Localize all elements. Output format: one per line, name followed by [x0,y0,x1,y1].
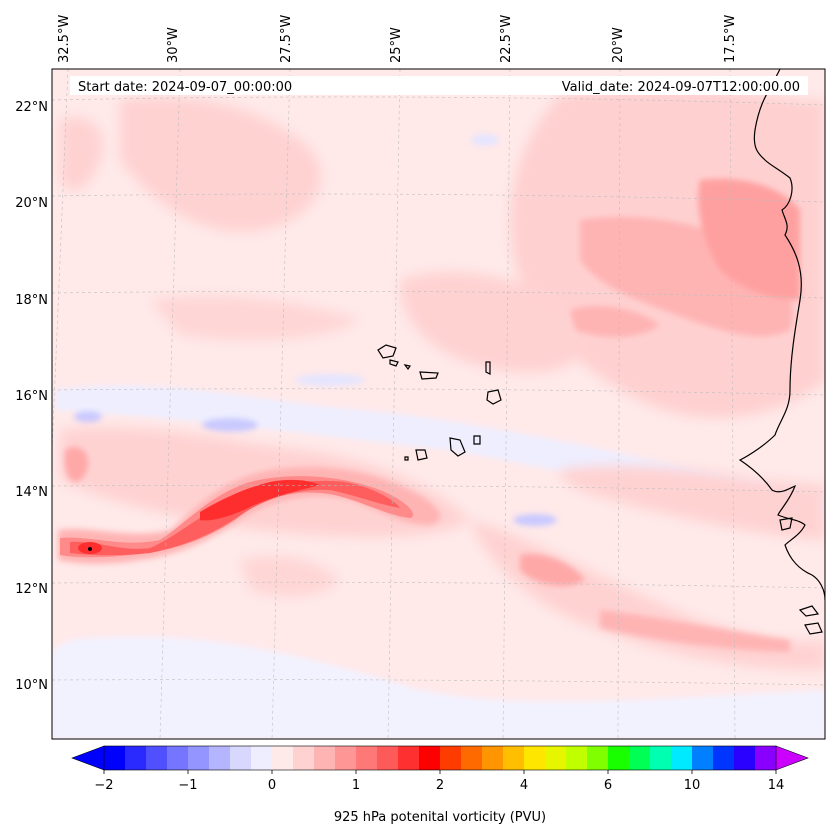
map-panel [52,69,825,739]
colorbar-cell [461,746,483,770]
colorbar-cell [188,746,210,770]
pv-filament [58,466,441,564]
colorbar-cell [125,746,147,770]
colorbar-cell [629,746,651,770]
colorbar-cell [419,746,441,770]
colorbar-cell [440,746,462,770]
valid-date-text: Valid_date: 2024-09-07T12:00:00.00 [562,80,800,95]
colorbar-tick-label: 6 [604,778,612,793]
colorbar-ticks: −2 −1 0 1 2 4 6 10 14 [94,770,784,793]
colorbar-cell [167,746,189,770]
colorbar-cell [713,746,735,770]
colorbar-cell [272,746,294,770]
colorbar-cell [209,746,231,770]
colorbar-min-extend [71,745,105,771]
colorbar-cell [566,746,588,770]
weak-pv-field [60,87,825,670]
lon-label: 25°W [389,27,404,63]
header-box [70,76,808,95]
colorbar-cells [104,746,777,770]
colorbar-tick-label: −1 [178,778,197,793]
colorbar-cell [377,746,399,770]
lon-label: 22.5°W [499,15,514,63]
colorbar-cell [692,746,714,770]
lat-label: 10°N [15,678,48,693]
colorbar-cell [314,746,336,770]
lon-label: 20°W [611,27,626,63]
colorbar-tick-label: 1 [352,778,360,793]
colorbar: −2 −1 0 1 2 4 6 10 14 925 hPa potenital vorticit… [71,745,809,825]
colorbar-cell [608,746,630,770]
lat-label: 14°N [15,485,48,500]
colorbar-cell [755,746,777,770]
colorbar-cell [230,746,252,770]
colorbar-tick-label: 10 [684,778,701,793]
colorbar-cell [734,746,756,770]
lat-label: 18°N [15,293,48,308]
cape-verde-islands [377,344,502,461]
lat-label: 12°N [15,582,48,597]
lat-label: 22°N [15,100,48,115]
lat-label: 20°N [15,196,48,211]
start-date-text: Start date: 2024-09-07_00:00:00 [78,80,292,95]
map-frame [51,68,826,740]
lat-label: 16°N [15,389,48,404]
colorbar-title: 925 hPa potenital vorticity (PVU) [334,810,546,825]
african-coastline [738,69,825,635]
graticule [52,69,825,739]
colorbar-cell [545,746,567,770]
lon-label: 17.5°W [723,15,738,63]
colorbar-tick-label: 4 [520,778,528,793]
negative-pv-field [52,134,825,739]
colorbar-cell [503,746,525,770]
colorbar-cell [356,746,378,770]
colorbar-max-extend [775,745,809,771]
colorbar-cell [650,746,672,770]
colorbar-cell [104,746,126,770]
colorbar-cell [524,746,546,770]
colorbar-tick-label: 14 [768,778,785,793]
colorbar-tick-label: 0 [268,778,276,793]
lon-label: 32.5°W [57,15,72,63]
colorbar-cell [482,746,504,770]
colorbar-cell [293,746,315,770]
colorbar-cell [587,746,609,770]
colorbar-cell [251,746,273,770]
colorbar-cell [671,746,693,770]
colorbar-cell [335,746,357,770]
colorbar-cell [398,746,420,770]
latitude-labels: 22°N 20°N 18°N 16°N 14°N 12°N 10°N [15,100,48,693]
lon-label: 27.5°W [279,15,294,63]
lon-label: 30°W [166,27,181,63]
longitude-labels: 32.5°W 30°W 27.5°W 25°W 22.5°W 20°W 17.5… [57,15,738,63]
moderate-pv-field [64,178,800,652]
colorbar-cell [146,746,168,770]
colorbar-tick-label: −2 [94,778,113,793]
colorbar-tick-label: 2 [436,778,444,793]
